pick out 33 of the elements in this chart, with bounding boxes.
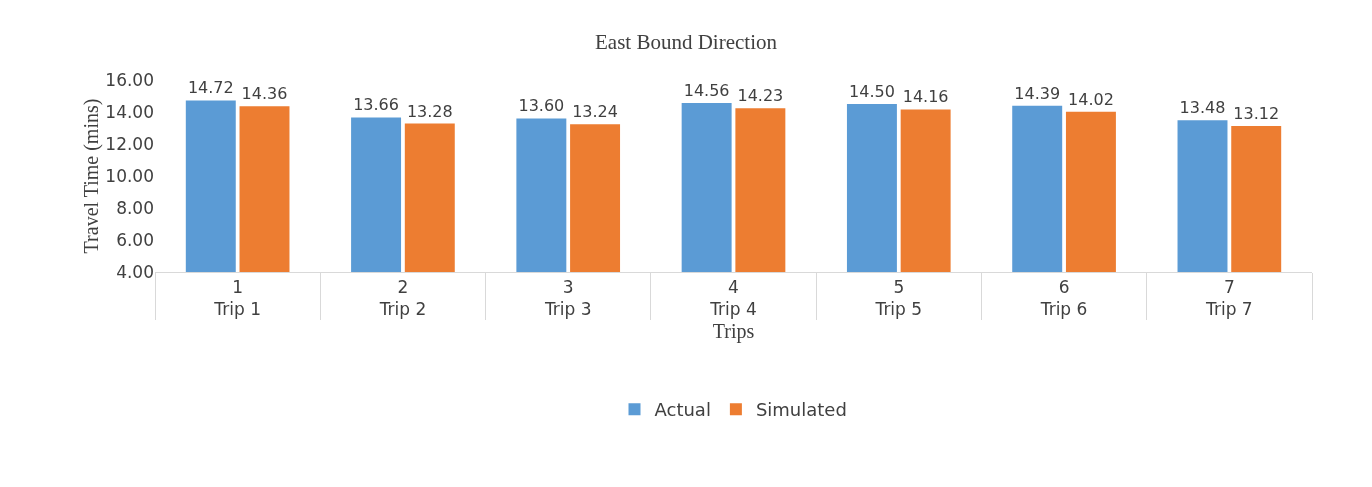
data-label: 14.50 bbox=[849, 82, 895, 101]
data-label: 13.66 bbox=[353, 95, 399, 115]
data-label: 13.12 bbox=[1233, 104, 1280, 124]
data-label: 13.28 bbox=[406, 101, 453, 121]
category-label: 5 Trip 5 bbox=[875, 277, 923, 320]
category-label: 7 Trip 7 bbox=[1206, 277, 1253, 320]
y-tick-label: 12.00 bbox=[105, 133, 154, 154]
y-tick-label: 10.00 bbox=[105, 165, 154, 186]
category-label: 3 Trip 3 bbox=[544, 277, 592, 320]
data-label: 13.48 bbox=[1179, 98, 1226, 118]
data-label: 14.23 bbox=[737, 86, 784, 106]
y-axis-title: Travel Time (mins) bbox=[80, 98, 104, 254]
y-tick-label: 8.00 bbox=[116, 197, 154, 218]
y-tick-label: 4.00 bbox=[116, 261, 154, 282]
legend-label: Simulated bbox=[755, 399, 847, 421]
data-label: 14.02 bbox=[1068, 89, 1114, 109]
y-tick-label: 14.00 bbox=[105, 101, 154, 122]
data-label: 14.36 bbox=[241, 84, 288, 104]
data-label: 13.24 bbox=[572, 102, 618, 122]
category-label: 1 Trip 1 bbox=[214, 277, 261, 320]
legend-label: Actual bbox=[654, 399, 711, 421]
data-label: 14.16 bbox=[902, 87, 949, 107]
category-label: 2 Trip 2 bbox=[379, 277, 427, 320]
data-label: 14.72 bbox=[187, 78, 234, 98]
data-label: 13.60 bbox=[518, 96, 565, 116]
category-label: 4 Trip 4 bbox=[710, 277, 757, 320]
x-axis-title: Trips bbox=[712, 319, 755, 343]
category-label: 6 Trip 6 bbox=[1040, 277, 1088, 320]
y-tick-label: 16.00 bbox=[105, 69, 154, 90]
y-tick-label: 6.00 bbox=[116, 229, 154, 250]
data-label: 14.56 bbox=[683, 81, 730, 101]
chart-title: East Bound Direction bbox=[595, 29, 778, 54]
data-label: 14.39 bbox=[1014, 83, 1061, 103]
